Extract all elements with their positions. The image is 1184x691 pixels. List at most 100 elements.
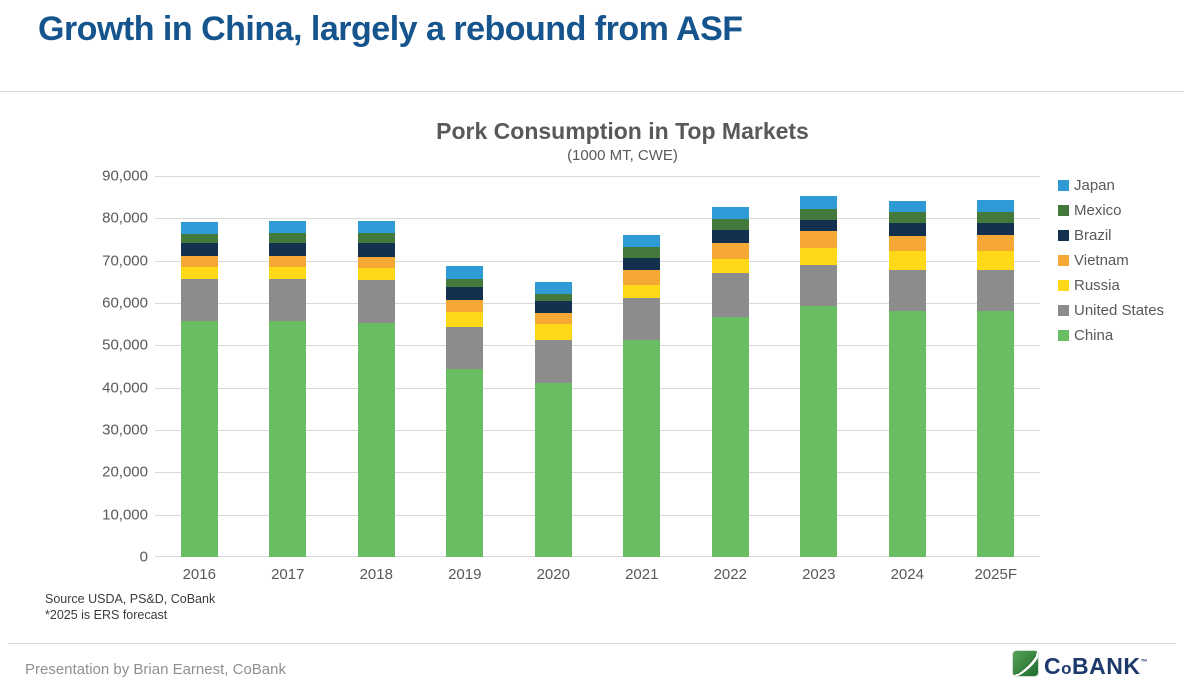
segment-2022-china — [711, 317, 749, 557]
segment-2018-vietnam — [357, 257, 395, 269]
bar-2019 — [421, 176, 510, 557]
header-divider — [0, 91, 1184, 92]
bar-2024 — [863, 176, 952, 557]
x-tick-label-2021: 2021 — [625, 566, 659, 583]
segment-2019-united-states — [446, 327, 484, 369]
segment-2017-mexico — [269, 232, 307, 243]
bar-2017 — [244, 176, 333, 557]
y-tick-label-30000: 30,000 — [102, 421, 148, 439]
x-tick-label-2023: 2023 — [802, 566, 836, 583]
gridline-80000 — [155, 218, 1040, 220]
segment-2024-mexico — [888, 212, 926, 224]
x-tick-label-2018: 2018 — [359, 566, 393, 583]
bar-2018 — [332, 176, 421, 557]
y-tick-label-0: 0 — [139, 548, 148, 566]
segment-2020-vietnam — [534, 313, 572, 325]
y-tick-label-80000: 80,000 — [102, 209, 148, 227]
legend-item-vietnam: Vietnam — [1058, 252, 1164, 269]
segment-2019-china — [446, 368, 484, 557]
segment-2021-vietnam — [623, 269, 661, 286]
segment-2022-russia — [711, 258, 749, 274]
segment-2018-china — [357, 323, 395, 557]
segment-2020-united-states — [534, 340, 572, 384]
segment-2018-mexico — [357, 232, 395, 243]
legend-item-mexico: Mexico — [1058, 202, 1164, 219]
segment-2017-vietnam — [269, 256, 307, 267]
segment-2024-united-states — [888, 269, 926, 312]
segment-2016-mexico — [180, 233, 218, 243]
segment-2020-china — [534, 383, 572, 557]
segment-2016-japan — [180, 222, 218, 234]
segment-2019-mexico — [446, 278, 484, 288]
segment-2023-japan — [800, 196, 838, 210]
source-line-1: Source USDA, PS&D, CoBank — [45, 592, 216, 606]
legend-item-russia: Russia — [1058, 277, 1164, 294]
bar-2021 — [598, 176, 687, 557]
y-tick-label-10000: 10,000 — [102, 506, 148, 524]
legend-label: Japan — [1074, 177, 1115, 194]
x-tick-label-2019: 2019 — [448, 566, 482, 583]
legend: Japan Mexico Brazil Vietnam Russia United Sta… — [1058, 177, 1164, 344]
segment-2022-mexico — [711, 219, 749, 231]
plot-area — [155, 176, 1040, 557]
legend-swatch-icon — [1058, 330, 1069, 341]
source-note: Source USDA, PS&D, CoBank *2025 is ERS f… — [45, 591, 215, 623]
segment-2016-china — [180, 321, 218, 557]
legend-swatch-icon — [1058, 255, 1069, 266]
segment-2025F-china — [977, 311, 1015, 557]
segment-2024-brazil — [888, 223, 926, 237]
segment-2024-russia — [888, 251, 926, 270]
segment-2021-brazil — [623, 257, 661, 270]
gridline-30000 — [155, 430, 1040, 431]
gridline-60000 — [155, 303, 1040, 304]
segment-2017-japan — [269, 220, 307, 233]
segment-2024-japan — [888, 201, 926, 213]
segment-2024-vietnam — [888, 236, 926, 252]
segment-2023-united-states — [800, 264, 838, 306]
x-tick-label-2017: 2017 — [271, 566, 305, 583]
x-tick-label-2020: 2020 — [536, 566, 570, 583]
segment-2019-russia — [446, 312, 484, 328]
segment-2018-russia — [357, 268, 395, 281]
legend-label: United States — [1074, 302, 1165, 319]
legend-swatch-icon — [1058, 230, 1069, 241]
source-line-2: *2025 is ERS forecast — [45, 608, 168, 622]
legend-item-brazil: Brazil — [1058, 227, 1164, 244]
segment-2025F-vietnam — [977, 234, 1015, 252]
segment-2016-united-states — [180, 279, 218, 322]
segment-2016-russia — [180, 266, 218, 280]
y-tick-label-60000: 60,000 — [102, 294, 148, 312]
segment-2020-japan — [534, 281, 572, 294]
chart-title: Pork Consumption in Top Markets — [436, 118, 809, 144]
chart-subtitle: (1000 MT, CWE) — [567, 147, 678, 164]
y-tick-label-90000: 90,000 — [102, 167, 148, 185]
bar-2020 — [509, 176, 598, 557]
segment-2019-vietnam — [446, 300, 484, 313]
segment-2025F-brazil — [977, 223, 1015, 235]
segment-2017-russia — [269, 266, 307, 280]
gridline-50000 — [155, 345, 1040, 347]
segment-2018-united-states — [357, 280, 395, 324]
segment-2023-mexico — [800, 209, 838, 221]
legend-item-united-states: United States — [1058, 302, 1164, 319]
footer-credit: Presentation by Brian Earnest, CoBank — [25, 661, 286, 678]
segment-2017-china — [269, 321, 307, 557]
segment-2025F-russia — [977, 251, 1015, 270]
gridline-70000 — [155, 260, 1040, 262]
legend-item-china: China — [1058, 327, 1164, 344]
bar-2022 — [686, 176, 775, 557]
segment-2022-vietnam — [711, 242, 749, 259]
segment-2018-brazil — [357, 242, 395, 258]
segment-2017-united-states — [269, 279, 307, 322]
legend-swatch-icon — [1058, 280, 1069, 291]
legend-label: Brazil — [1074, 227, 1112, 244]
y-axis: 90,000 80,000 70,000 60,000 50,000 40,000 30,0… — [58, 168, 148, 566]
page-title: Growth in China, largely a rebound from … — [38, 10, 743, 48]
gridline-0 — [155, 556, 1040, 557]
segment-2021-japan — [623, 235, 661, 248]
segment-2022-japan — [711, 207, 749, 220]
segment-2024-china — [888, 311, 926, 557]
footer-divider — [8, 643, 1176, 644]
segment-2021-mexico — [623, 247, 661, 258]
gridline-10000 — [155, 514, 1040, 516]
